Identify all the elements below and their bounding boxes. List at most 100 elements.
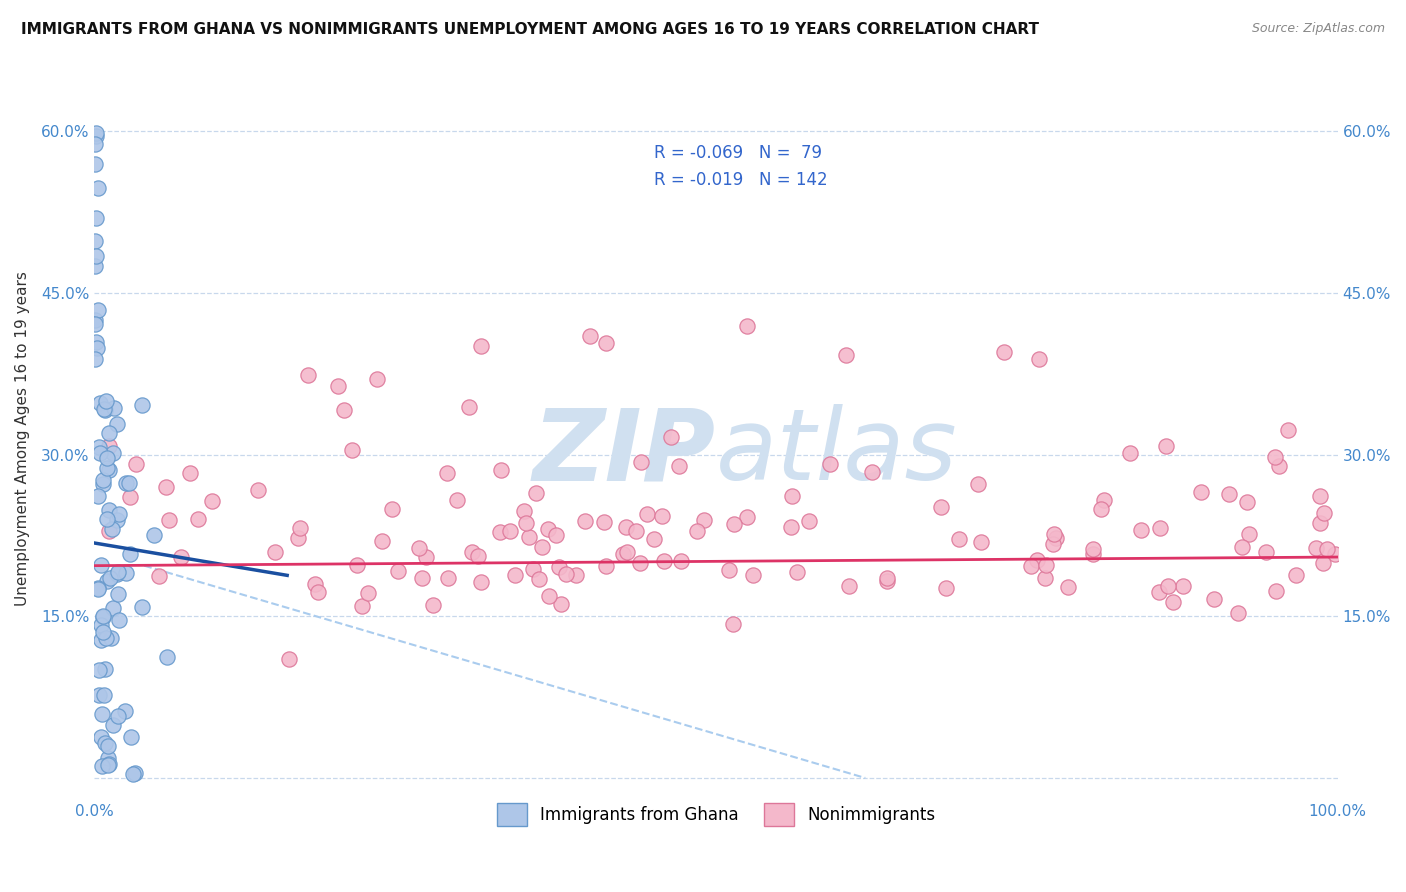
Point [84,126,107,140]
Point [1236,494,1258,508]
Text: R = -0.019   N = 142: R = -0.019 N = 142 [654,171,828,189]
Point [1090,502,1112,516]
Point [333,403,356,417]
Point [100,632,122,646]
Point [546,528,568,542]
Point [107,417,129,432]
Point [83,157,105,171]
Point [721,616,744,631]
Y-axis label: Unemployment Among Ages 16 to 19 years: Unemployment Among Ages 16 to 19 years [15,271,30,606]
Point [91,476,114,491]
Point [780,520,803,534]
Text: atlas: atlas [716,404,957,501]
Point [929,500,952,514]
Point [550,597,572,611]
Point [595,559,617,574]
Point [89,440,111,454]
Point [1043,526,1066,541]
Point [89,396,111,410]
Point [499,524,522,539]
Point [155,480,177,494]
Point [970,535,993,549]
Point [1083,542,1105,557]
Point [96,450,118,465]
Point [458,400,481,414]
Point [118,490,141,504]
Point [83,234,105,248]
Point [446,493,468,508]
Point [125,457,148,471]
Point [786,565,808,579]
Point [1171,578,1194,592]
Point [489,525,512,540]
Point [290,521,312,535]
Point [515,516,537,530]
Point [157,513,180,527]
Point [554,566,576,581]
Point [966,476,988,491]
Point [876,574,898,589]
Point [659,429,682,443]
Point [98,756,121,771]
Point [89,663,111,677]
Point [467,549,489,563]
Point [97,739,120,753]
Point [89,688,111,702]
Point [652,553,675,567]
Point [436,467,458,481]
Point [201,494,224,508]
Point [101,446,124,460]
Point [1324,547,1347,561]
Point [1237,527,1260,541]
Point [537,522,560,536]
Point [170,550,193,565]
Point [948,533,970,547]
Point [96,460,118,475]
Point [565,567,588,582]
Point [94,403,117,417]
Point [371,533,394,548]
Point [860,465,883,479]
Point [105,566,128,581]
Point [1218,487,1240,501]
Point [835,348,858,362]
Point [1204,591,1226,606]
Point [143,528,166,542]
Point [437,571,460,585]
Point [1163,595,1185,609]
Point [1149,584,1171,599]
Point [90,759,112,773]
Point [470,338,492,352]
Point [630,556,652,570]
Point [1309,489,1331,503]
Point [408,541,430,555]
Point [1265,584,1288,599]
Point [91,610,114,624]
Point [93,688,115,702]
Point [97,463,120,477]
Point [131,398,153,412]
Point [1057,580,1080,594]
Point [87,581,110,595]
Point [1312,556,1334,570]
Point [935,581,957,595]
Point [356,586,378,600]
Point [90,730,112,744]
Point [1316,541,1339,556]
Point [94,736,117,750]
Point [1149,520,1171,534]
Point [1268,458,1291,473]
Point [94,631,117,645]
Point [512,504,534,518]
Point [84,352,107,367]
Point [90,558,112,572]
Point [326,379,349,393]
Point [107,507,129,521]
Point [737,319,759,334]
Point [797,514,820,528]
Point [527,572,550,586]
Point [1189,485,1212,500]
Point [107,613,129,627]
Point [1045,531,1067,545]
Point [818,457,841,471]
